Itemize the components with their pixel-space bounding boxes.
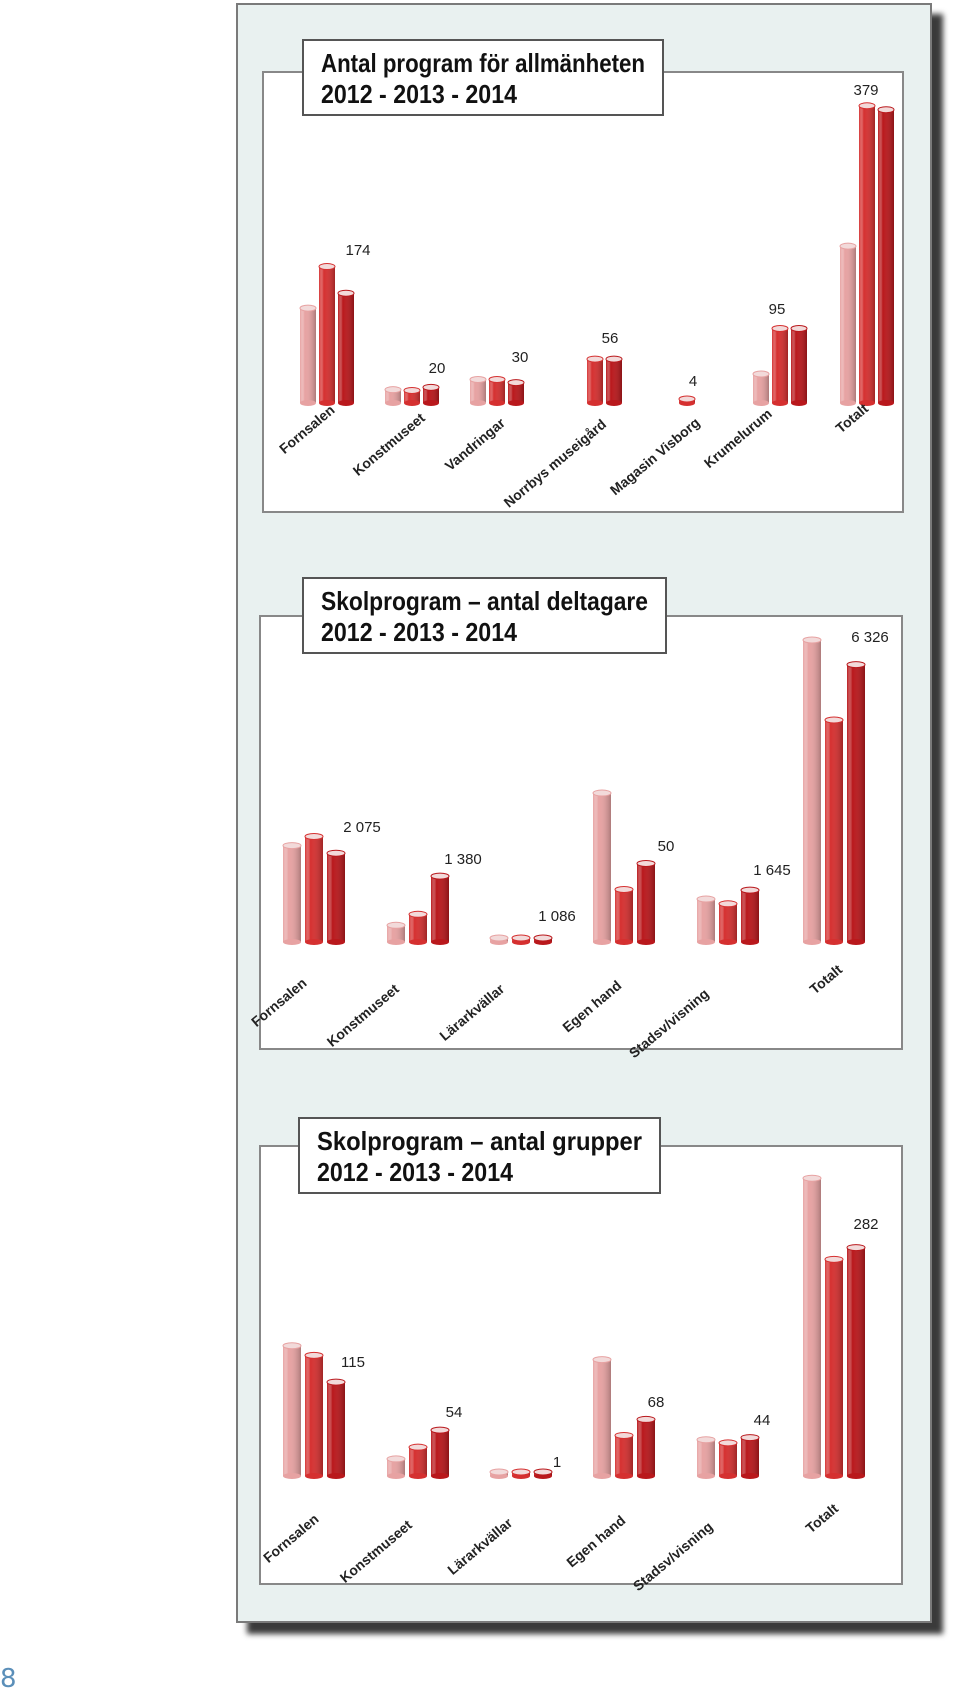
value-label: 6 326 [851, 629, 889, 646]
bar-2013-2 [511, 934, 531, 945]
bar-2012-0 [282, 842, 302, 945]
bar-2013-5 [824, 716, 844, 945]
bar-2014-3 [636, 1415, 656, 1479]
value-label: 174 [345, 242, 370, 259]
bar-2014-5 [790, 325, 808, 406]
bar-2012-5 [752, 370, 770, 406]
value-label: 115 [341, 1354, 365, 1371]
page-number: 8 [0, 1664, 17, 1694]
bar-2014-1 [430, 872, 450, 945]
value-label: 1 645 [753, 862, 791, 879]
bar-2013-3 [614, 885, 634, 945]
bar-2014-2 [533, 1468, 553, 1479]
bar-2013-1 [403, 386, 421, 406]
bar-2014-0 [326, 1378, 346, 1479]
bar-2014-6 [877, 106, 895, 406]
bar-2014-3 [636, 859, 656, 945]
value-label: 95 [769, 301, 786, 318]
chart-title: Skolprogram – antal deltagare [321, 586, 648, 616]
value-label: 1 380 [444, 851, 482, 868]
bar-2014-2 [533, 934, 553, 945]
bar-2013-0 [318, 263, 336, 406]
chart-title: Antal program för allmänheten [321, 48, 645, 78]
bar-2014-2 [507, 379, 525, 406]
bar-2013-0 [304, 1351, 324, 1479]
title-box [302, 577, 667, 654]
bar-2013-3 [614, 1431, 634, 1479]
bar-2014-4 [740, 1434, 760, 1479]
bar-2012-5 [802, 636, 822, 945]
value-label: 30 [512, 349, 529, 366]
bar-2013-4 [718, 1439, 738, 1479]
bar-2013-1 [408, 910, 428, 945]
bar-2013-0 [304, 832, 324, 945]
bar-2012-2 [489, 1468, 509, 1479]
bar-2013-5 [771, 325, 789, 406]
bar-2012-1 [386, 1455, 406, 1479]
value-label: 44 [754, 1412, 771, 1429]
bar-2013-2 [488, 375, 506, 406]
chart-title: Skolprogram – antal grupper [317, 1126, 642, 1156]
bar-2012-3 [592, 1356, 612, 1479]
plot-area [259, 615, 903, 1050]
bar-2013-4 [678, 395, 696, 406]
bar-2013-3 [586, 355, 604, 406]
value-label: 1 [553, 1454, 561, 1471]
bar-2014-0 [337, 289, 355, 406]
chart-subtitle: 2012 - 2013 - 2014 [321, 617, 517, 647]
chart-subtitle: 2012 - 2013 - 2014 [321, 79, 517, 109]
value-label: 4 [689, 373, 697, 390]
bar-2014-1 [430, 1426, 450, 1479]
value-label: 68 [648, 1394, 665, 1411]
bar-2012-6 [839, 242, 857, 406]
bar-2012-0 [299, 304, 317, 406]
bar-2014-4 [740, 886, 760, 945]
value-label: 2 075 [343, 819, 381, 836]
bar-2013-2 [511, 1468, 531, 1479]
bar-2012-2 [489, 934, 509, 945]
value-label: 379 [853, 82, 878, 99]
value-label: 50 [658, 838, 675, 855]
bar-2012-1 [384, 386, 402, 406]
value-label: 282 [853, 1216, 878, 1233]
value-label: 20 [429, 360, 446, 377]
value-label: 56 [602, 330, 619, 347]
bar-2014-3 [605, 355, 623, 406]
bar-2014-5 [846, 661, 866, 945]
chart-subtitle: 2012 - 2013 - 2014 [317, 1157, 513, 1187]
value-label: 54 [446, 1404, 463, 1421]
bar-2012-2 [469, 375, 487, 406]
bar-2013-4 [718, 900, 738, 945]
bar-2012-4 [696, 895, 716, 945]
title-box [298, 1117, 661, 1194]
bar-2013-6 [858, 102, 876, 406]
bar-2014-1 [422, 383, 440, 406]
bar-2012-3 [592, 789, 612, 945]
bar-2012-0 [282, 1342, 302, 1479]
bar-2012-1 [386, 921, 406, 945]
title-box [302, 39, 664, 116]
bar-2013-5 [824, 1255, 844, 1479]
bar-2012-5 [802, 1174, 822, 1479]
bar-2013-1 [408, 1443, 428, 1479]
value-label: 1 086 [538, 908, 576, 925]
bar-2012-4 [696, 1436, 716, 1479]
bar-2014-5 [846, 1244, 866, 1479]
bar-2014-0 [326, 849, 346, 945]
